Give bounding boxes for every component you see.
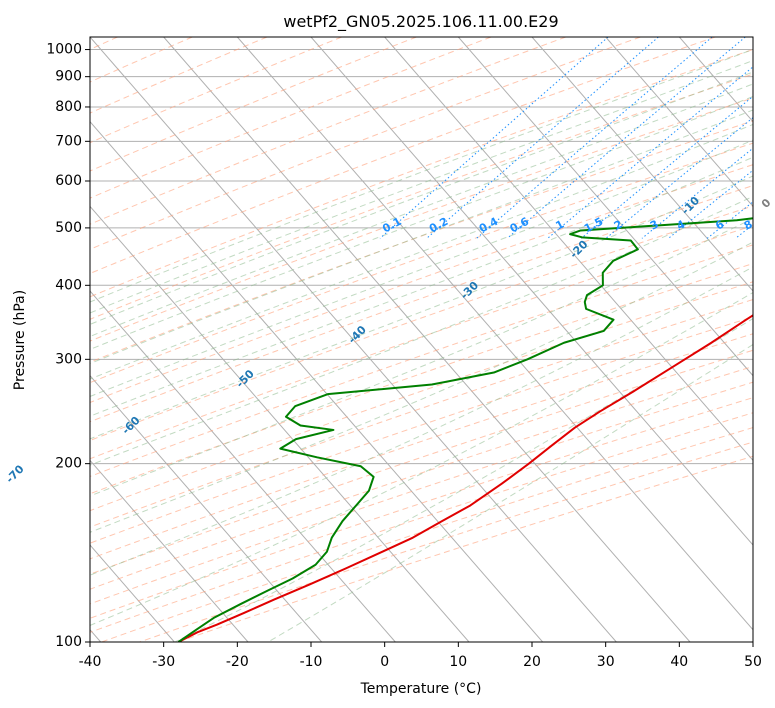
x-tick-label: 20: [523, 654, 541, 670]
y-tick-label: 400: [55, 277, 82, 293]
x-tick-label: -10: [300, 654, 323, 670]
dry-adiabat-line: [90, 120, 753, 363]
x-tick-label: 40: [670, 654, 688, 670]
isotherm-line: [384, 37, 753, 462]
y-tick-label: 1000: [46, 42, 82, 58]
moist-adiabat-line: [174, 317, 753, 642]
x-tick-label: 50: [744, 654, 762, 670]
x-axis-ticks: -40 -30 -20 -10 0 10 20 30 40 50: [79, 642, 762, 670]
dry-adiabat-line: [90, 244, 753, 478]
isotherm-line: [531, 37, 753, 292]
moist-adiabat-line: [90, 60, 753, 314]
moist-adiabat-line: [267, 343, 753, 642]
x-tick-label: 10: [449, 654, 467, 670]
moist-adiabat-line: [90, 71, 753, 325]
mixing-ratio-line: [580, 95, 753, 239]
plot-area: [90, 37, 753, 642]
dry-adiabat-line: [90, 73, 753, 320]
dry-adiabat-line: [90, 142, 753, 384]
moist-adiabat-line: [90, 48, 753, 303]
dry-adiabat-line: [90, 37, 417, 172]
y-axis-label: Pressure (hPa): [12, 290, 28, 390]
dry-adiabat-line: [90, 225, 753, 460]
isotherm-line: [236, 37, 753, 631]
x-tick-label: -30: [152, 654, 175, 670]
dry-adiabat-line: [90, 37, 641, 250]
y-tick-label: 800: [55, 99, 82, 115]
isotherm-line: [90, 459, 249, 642]
dry-adiabat-line: [90, 381, 753, 605]
isotherm-line: [90, 290, 396, 642]
dry-adiabat-line: [90, 185, 753, 423]
moist-adiabat-line: [90, 139, 753, 398]
y-tick-label: 300: [55, 351, 82, 367]
mixing-ratio-line: [379, 37, 609, 239]
y-tick-label: 600: [55, 173, 82, 189]
axes-frame: [89, 36, 754, 643]
isotherm-line: [605, 37, 753, 208]
isotherm-line: [457, 37, 753, 377]
y-tick-label: 500: [55, 220, 82, 236]
mixing-ratio-line: [506, 37, 746, 239]
dry-adiabat-line: [90, 164, 753, 404]
isotherm-line: [163, 37, 691, 642]
y-tick-label: 200: [55, 456, 82, 472]
dry-adiabat-line: [90, 48, 753, 298]
x-tick-label: 30: [597, 654, 615, 670]
x-tick-label: -40: [79, 654, 102, 670]
isotherm-line: [90, 37, 617, 642]
dry-adiabat-line: [90, 37, 566, 225]
mixing-ratio-line: [668, 169, 753, 239]
dry-adiabat-line: [90, 333, 753, 560]
chart-title: wetPf2_GN05.2025.106.11.00.E29: [283, 12, 558, 32]
moist-adiabat-line: [90, 241, 753, 533]
y-axis-ticks: 100 200 300 400 500 600 700 800 900 1000: [46, 42, 90, 650]
isotherm-line: [90, 120, 544, 642]
dewpoint-profile-line: [177, 217, 753, 642]
moist-adiabat-line: [90, 109, 753, 365]
y-tick-label: 100: [55, 634, 82, 650]
x-tick-label: -20: [226, 654, 249, 670]
moist-adiabat-line: [90, 175, 753, 440]
isotherm-line: [90, 205, 470, 642]
dry-adiabat-line: [90, 37, 193, 83]
dry-adiabat-line: [90, 37, 342, 144]
dry-adiabat-line: [90, 97, 753, 342]
mixing-ratio-line: [605, 116, 753, 239]
temperature-profile-line: [177, 314, 753, 642]
dry-adiabat-line: [90, 281, 753, 512]
isotherm-line: [90, 374, 323, 642]
y-tick-label: 700: [55, 133, 82, 149]
moist-adiabat-line: [90, 195, 753, 466]
dry-adiabat-line: [90, 365, 753, 590]
x-tick-label: 0: [380, 654, 389, 670]
mixing-ratio-line: [426, 37, 659, 239]
y-tick-label: 900: [55, 69, 82, 85]
x-axis-label: Temperature (°C): [360, 681, 482, 697]
